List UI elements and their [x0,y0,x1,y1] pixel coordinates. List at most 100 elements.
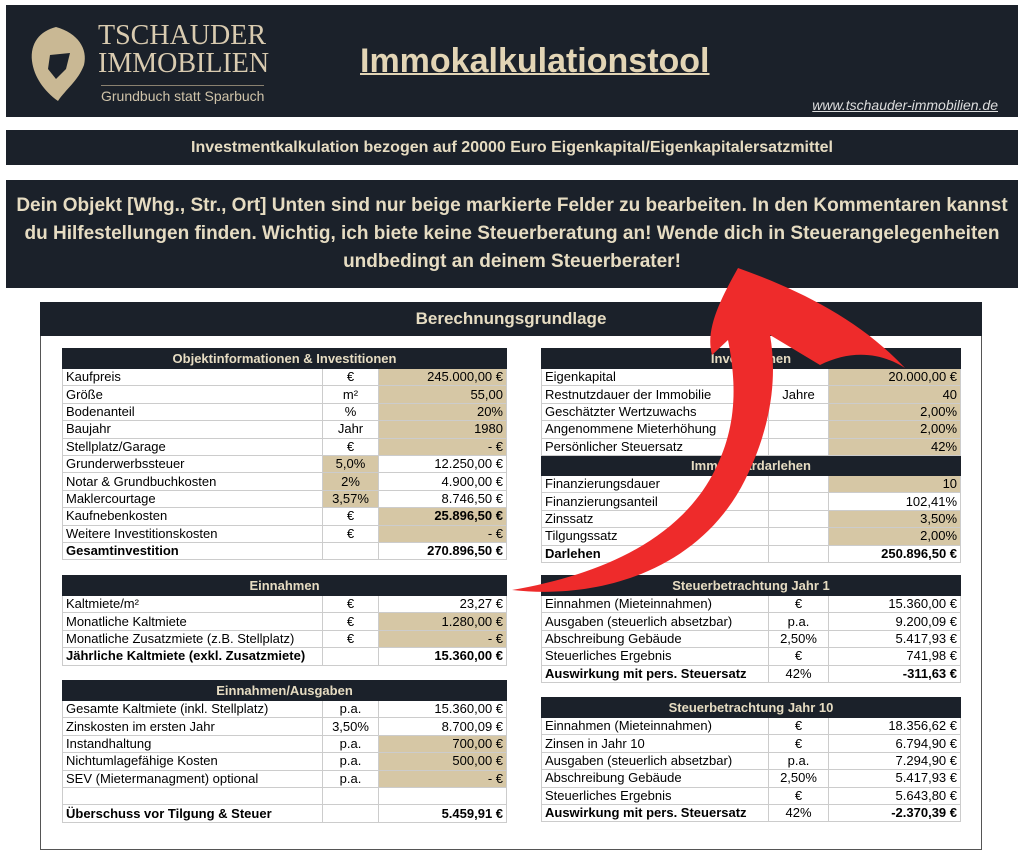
table-row [62,786,508,806]
table-row: Einnahmen (Mieteinnahmen) €18.356,62 € [541,716,961,736]
row-value[interactable]: - € [377,769,508,788]
row-label: Monatliche Zusatzmiete (z.B. Stellplatz) [62,629,323,649]
row-value[interactable]: 2,00% [827,420,962,439]
row-value: 5.643,80 € [828,786,961,805]
row-value[interactable]: 42% [827,437,962,456]
table-einnahmen-ausgaben: Einnahmen/Ausgaben Gesamte Kaltmiete (ink… [61,680,508,823]
row-unit: € [768,734,829,753]
row-value[interactable]: 1980 [378,420,507,439]
row-label: Angenommene Mieterhöhung [541,420,769,439]
table-row: Jährliche Kaltmiete (exkl. Zusatzmiete) 1… [62,647,507,666]
row-value[interactable]: 10 [827,474,962,494]
row-unit[interactable]: 2% [322,472,379,491]
row-value[interactable]: 500,00 € [377,752,508,771]
panel-title: Berechnungsgrundlage [40,302,982,336]
table-row: Abschreibung Gebäude 2,50% 5.417,93 € [541,769,961,788]
row-unit [322,804,379,823]
page-title: Immokalkulationstool [360,42,710,80]
row-value[interactable]: 700,00 € [377,734,508,754]
row-label: Darlehen [541,544,769,563]
row-value[interactable]: 20.000,00 € [827,367,962,387]
row-value[interactable]: 2,00% [827,402,962,422]
row-unit[interactable]: 5,0% [322,454,379,474]
table-row: Einnahmen (Mieteinnahmen) €15.360,00 € [541,594,961,614]
row-unit [768,492,829,511]
row-unit: € [322,612,379,631]
row-unit: € [322,594,379,614]
table-steuerbetrachtung-jahr-10: Steuerbetrachtung Jahr 10 Einnahmen (Miet… [541,697,961,823]
row-unit: € [322,524,379,543]
row-value[interactable]: 3,50% [827,509,962,529]
row-label: Geschätzter Wertzuwachs [541,402,769,422]
website-link[interactable]: www.tschauder-immobilien.de [812,97,998,113]
row-value[interactable]: - € [378,437,507,456]
row-value[interactable]: 55,00 [378,385,507,404]
row-label: Kaufnebenkosten [62,507,323,526]
table-row: Finanzierungsanteil 102,41% [541,492,962,511]
table-row: Eigenkapital 20.000,00 € [541,367,962,387]
table-row: Zinssatz 3,50% [541,509,962,529]
table-row: Bodenanteil% 20% [62,402,507,422]
row-unit: p.a. [322,734,379,754]
table-row: Weitere Investitionskosten € - € [62,524,507,543]
row-unit: p.a. [768,751,829,771]
table-row: Gesamte Kaltmiete (inkl. Stellplatz) p.a.… [62,699,508,719]
row-value: 5.459,91 € [377,804,508,823]
table-row: Baujahr Jahr 1980 [62,420,507,439]
row-label: Instandhaltung [62,734,323,754]
table-row: Zinskosten im ersten Jahr 3,50% 8.700,09 € [62,717,508,736]
table-header: Immobiliardarlehen [540,454,962,476]
row-label: Kaufpreis [62,367,323,387]
row-label: Restnutzdauer der Immobilie [541,385,769,404]
table-row: Tilgungssatz 2,00% [541,527,962,546]
table-header: Objektinformationen & Investitionen [62,348,507,369]
row-unit: p.a. [322,769,379,788]
table-row: Persönlicher Steuersatz 42% [541,437,962,456]
row-value: -311,63 € [828,664,961,683]
row-unit: m² [322,385,379,404]
row-value[interactable]: 40 [827,385,962,404]
row-unit [768,527,829,546]
row-unit [768,437,829,456]
row-value[interactable]: 1.280,00 € [378,612,507,631]
row-unit: € [322,367,379,387]
row-label: Stellplatz/Garage [62,437,323,456]
table-row: Instandhaltung p.a. 700,00 € [62,734,508,754]
row-value: 5.417,93 € [828,629,961,649]
row-label: Abschreibung Gebäude [541,629,769,649]
row-unit [322,786,379,806]
row-value [377,786,508,806]
row-unit: p.a. [322,699,379,719]
row-value[interactable]: 245.000,00 € [378,367,507,387]
table-header: Einnahmen/Ausgaben [61,680,508,701]
table-row: Finanzierungsdauer 10 [541,474,962,494]
row-value[interactable]: 2,00% [827,527,962,546]
row-value[interactable]: 20% [378,402,507,422]
row-unit: p.a. [322,752,379,771]
table-row: Überschuss vor Tilgung & Steuer 5.459,91 … [62,804,508,823]
row-label: Maklercourtage [62,489,323,509]
row-label: Einnahmen (Mieteinnahmen) [541,716,769,736]
row-value[interactable]: - € [378,629,507,649]
table-row: Geschätzter Wertzuwachs 2,00% [541,402,962,422]
row-unit: € [768,716,829,736]
table-row: Gesamtinvestition 270.896,50 € [62,541,507,561]
table-row: Nichtumlagefähige Kosten p.a. 500,00 € [62,752,508,771]
row-unit[interactable]: 3,57% [322,489,379,509]
table-row: Abschreibung Gebäude 2,50% 5.417,93 € [541,629,961,649]
table-row: Notar & Grundbuchkosten 2% 4.900,00 € [62,472,507,491]
table-row: Restnutzdauer der Immobilie Jahre 40 [541,385,962,404]
row-label [62,786,323,806]
row-value[interactable]: 25.896,50 € [378,507,507,526]
table-row: Kaltmiete/m² €23,27 € [62,594,507,614]
row-value[interactable]: - € [378,524,507,543]
table-header: Steuerbetrachtung Jahr 1 [541,575,961,596]
table-row: Steuerliches Ergebnis €741,98 € [541,647,961,666]
row-unit: € [768,647,829,666]
table-row: Kaufpreis €245.000,00 € [62,367,507,387]
row-unit: 42% [768,664,829,683]
row-label: Auswirkung mit pers. Steuersatz [541,664,769,683]
row-unit: € [768,594,829,614]
row-label: Zinskosten im ersten Jahr [62,717,323,736]
table-row: Grunderwerbssteuer 5,0% 12.250,00 € [62,454,507,474]
